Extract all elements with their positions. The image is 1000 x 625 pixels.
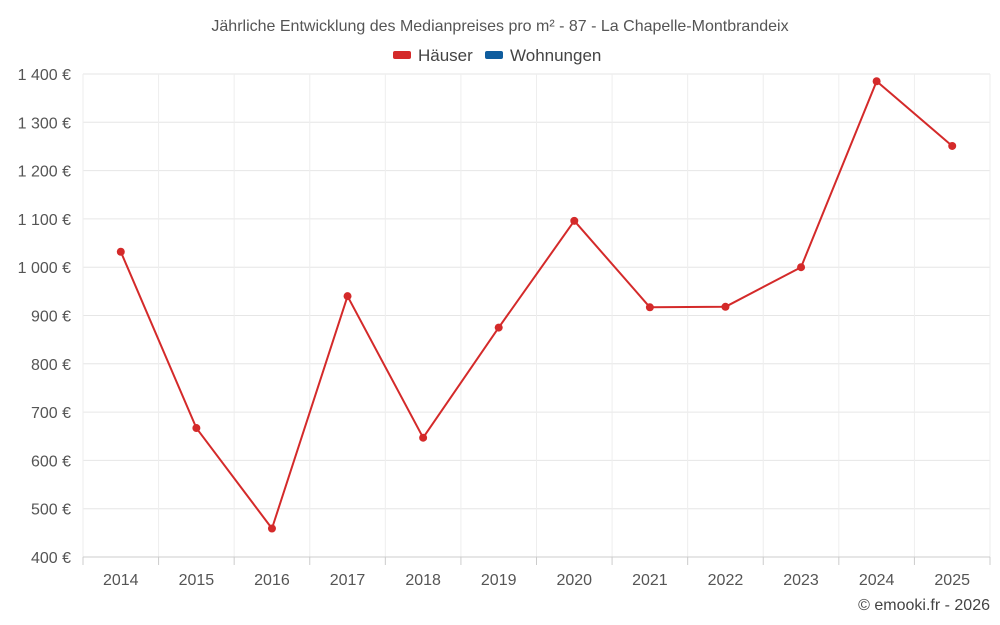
- y-tick-label: 700 €: [31, 405, 71, 422]
- y-tick-label: 500 €: [31, 502, 71, 519]
- y-tick-label: 1 100 €: [18, 212, 71, 229]
- legend-label-wohnungen: Wohnungen: [510, 46, 601, 65]
- x-tick-label-2020: 2020: [556, 572, 592, 589]
- legend-item-wohnungen[interactable]: Wohnungen: [485, 46, 601, 65]
- y-axis-labels: 400 € 500 € 600 € 700 € 800 € 900 € 1 000 € 1 1…: [18, 67, 71, 567]
- series-haeuser: [116, 77, 957, 533]
- data-point-2019[interactable]: [494, 323, 503, 332]
- x-tick-label-2017: 2017: [330, 572, 366, 589]
- legend-swatch-wohnungen: [485, 51, 503, 59]
- y-tick-label: 900 €: [31, 309, 71, 326]
- y-tick-label: 1 000 €: [18, 260, 71, 277]
- y-tick-label: 1 200 €: [18, 164, 71, 181]
- x-tick-label-2025: 2025: [934, 572, 970, 589]
- legend: Häuser Wohnungen: [393, 46, 601, 65]
- x-tick-label-2018: 2018: [405, 572, 441, 589]
- data-point-2023[interactable]: [797, 263, 806, 272]
- y-tick-label: 1 400 €: [18, 67, 71, 84]
- data-point-2020[interactable]: [570, 216, 579, 225]
- x-tick-label-2015: 2015: [179, 572, 215, 589]
- x-tick-label-2014: 2014: [103, 572, 139, 589]
- grid: [82, 73, 991, 557]
- x-axis-labels: 2014 2015 2016 2017 2018 2019 2020 2021 2022 2023…: [103, 572, 970, 589]
- data-point-2016[interactable]: [267, 524, 276, 533]
- y-tick-label: 1 300 €: [18, 115, 71, 132]
- series-line-0: [119, 80, 953, 530]
- credit-text: © emooki.fr - 2026: [858, 597, 990, 614]
- axes: [82, 556, 991, 565]
- x-tick-label-2016: 2016: [254, 572, 290, 589]
- x-tick-label-2022: 2022: [708, 572, 744, 589]
- legend-item-haeuser[interactable]: Häuser: [393, 46, 473, 65]
- y-tick-label: 400 €: [31, 550, 71, 567]
- x-tick-label-2023: 2023: [783, 572, 819, 589]
- data-point-2025[interactable]: [948, 141, 957, 150]
- data-point-2024[interactable]: [872, 77, 881, 86]
- x-tick-label-2019: 2019: [481, 572, 517, 589]
- data-point-2017[interactable]: [343, 292, 352, 301]
- x-tick-label-2021: 2021: [632, 572, 668, 589]
- data-point-2018[interactable]: [419, 433, 428, 442]
- data-point-2015[interactable]: [192, 424, 201, 433]
- y-tick-label: 800 €: [31, 357, 71, 374]
- legend-label-haeuser: Häuser: [418, 46, 473, 65]
- y-tick-label: 600 €: [31, 453, 71, 470]
- data-point-2021[interactable]: [645, 303, 654, 312]
- data-point-2014[interactable]: [116, 247, 125, 256]
- x-tick-label-2024: 2024: [859, 572, 895, 589]
- chart-title: Jährliche Entwicklung des Medianpreises …: [211, 18, 788, 35]
- data-point-2022[interactable]: [721, 302, 730, 311]
- legend-swatch-haeuser: [393, 51, 411, 59]
